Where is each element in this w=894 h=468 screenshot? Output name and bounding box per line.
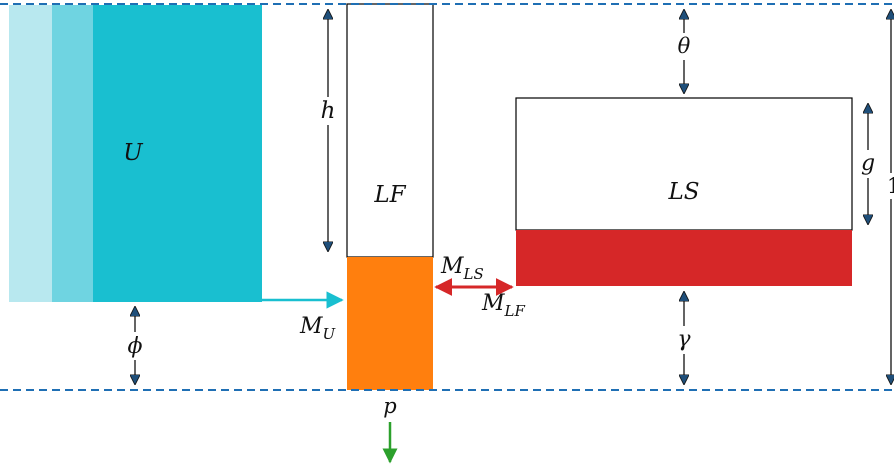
u-label: U [123, 140, 144, 166]
lf-label: LF [373, 182, 406, 208]
theta-label: θ [678, 34, 691, 58]
g-label: g [861, 151, 875, 176]
edge-label: 1 [887, 174, 894, 198]
u-layer-light [9, 5, 53, 302]
p-label: p [383, 394, 396, 418]
phi-label: ϕ [128, 334, 143, 359]
mu-label: MU [299, 314, 337, 343]
gamma-label: γ [677, 327, 691, 352]
ls-label: LS [667, 179, 699, 205]
lf-box [346, 3, 434, 258]
ls-box [515, 97, 853, 231]
ls-fill [516, 230, 852, 286]
mlf-label: MLF [481, 291, 525, 320]
mls-label: MLS [440, 254, 484, 283]
u-block [93, 5, 262, 302]
u-layer-mid [52, 5, 94, 302]
lf-fill [347, 257, 433, 390]
h-label: h [321, 98, 336, 124]
